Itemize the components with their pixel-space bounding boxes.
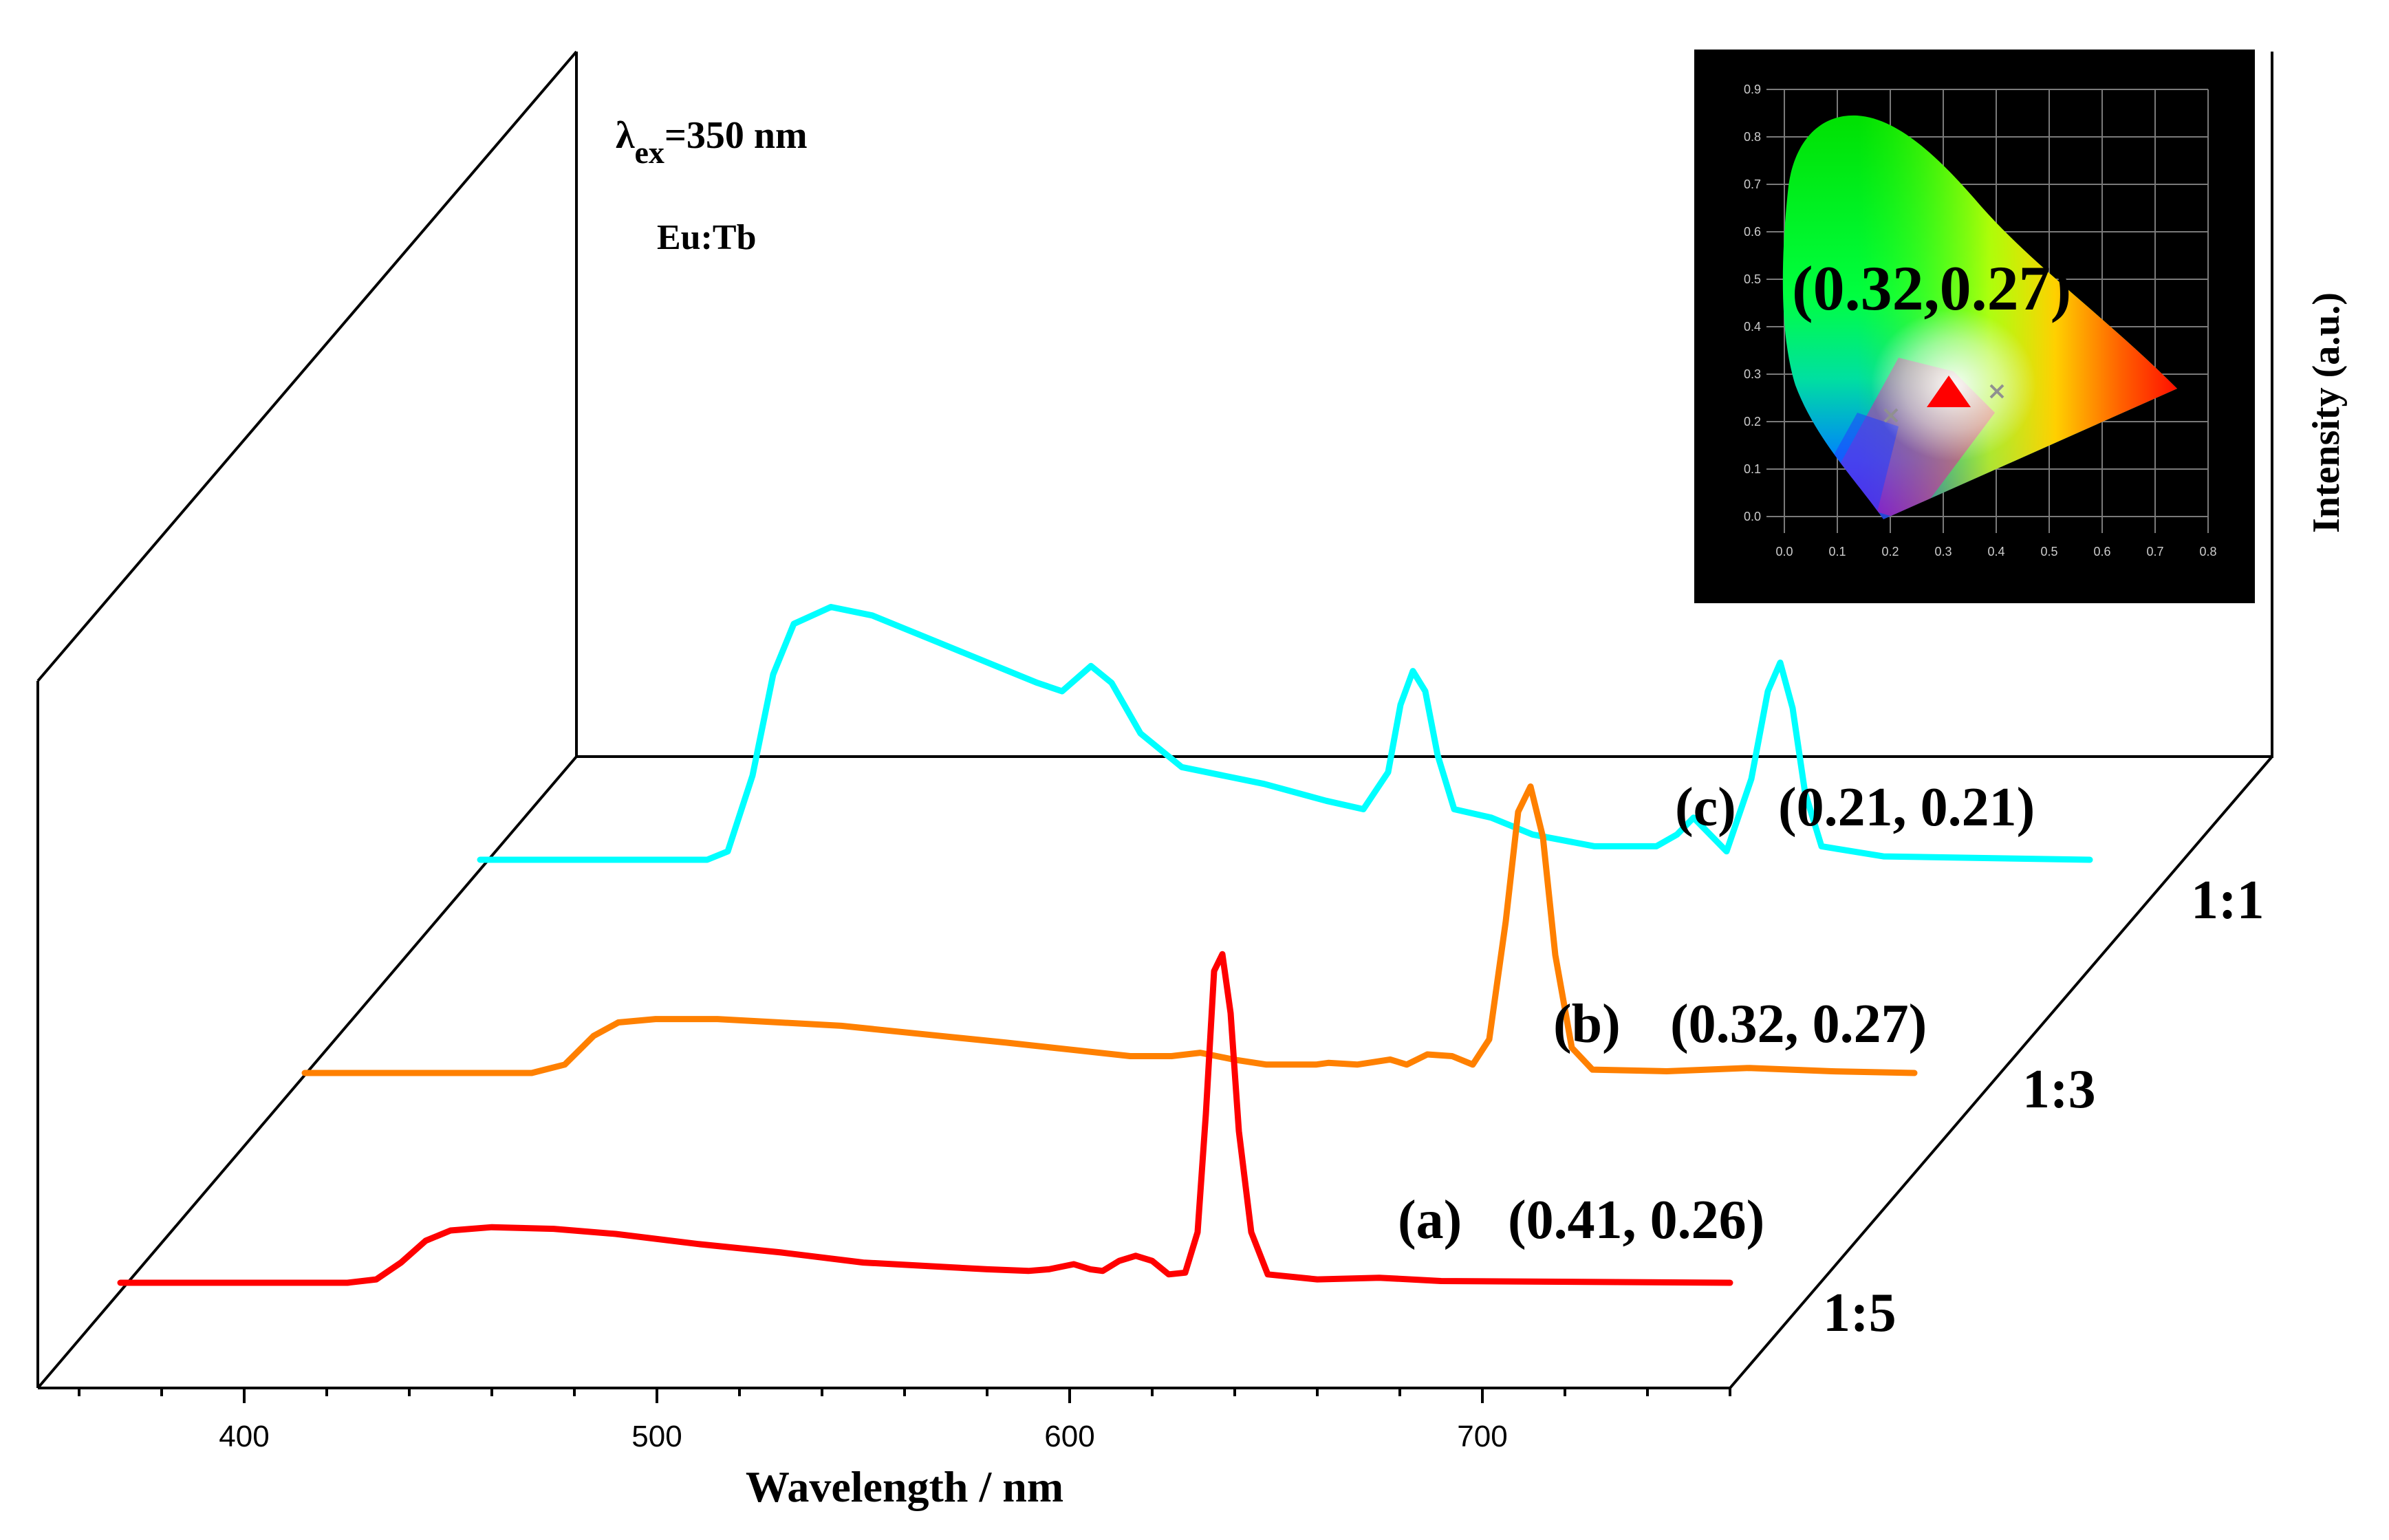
spectra-group	[117, 604, 2093, 1286]
cie-y-tick-label: 0.0	[1744, 510, 1761, 523]
excitation-value: =350 nm	[664, 114, 808, 157]
x-tick-label: 400	[219, 1420, 269, 1453]
x-axis-ticks: 400 500 600 700	[78, 1388, 1731, 1453]
cie-marked-point	[1927, 376, 1971, 407]
cie-x-tick-label: 0.5	[2040, 545, 2057, 558]
cie-point-label: (0.32,0.27)	[1792, 253, 2071, 323]
cie-x-tick-label: 0.2	[1881, 545, 1899, 558]
series-a-cie: (0.41, 0.26)	[1508, 1190, 1764, 1250]
excitation-lambda: λ	[616, 114, 635, 157]
spectrum-line-c	[477, 604, 2093, 863]
cie-y-tick-label: 0.3	[1744, 367, 1761, 381]
system-label: Eu:Tb	[657, 218, 757, 257]
cie-x-tick-label: 0.6	[2093, 545, 2110, 558]
excitation-label: λex=350 nm	[616, 114, 808, 170]
cie-y-tick-label: 0.5	[1744, 272, 1761, 286]
cie-x-tick-label: 0.4	[1987, 545, 2004, 558]
spectrum-line-a	[117, 951, 1733, 1286]
excitation-subscript: ex	[635, 135, 664, 170]
cie-y-tick-label: 0.2	[1744, 415, 1761, 429]
cie-y-tick-label: 0.7	[1744, 177, 1761, 191]
series-a-letter: (a)	[1398, 1190, 1462, 1250]
x-tick-label: 700	[1457, 1420, 1507, 1453]
cie-y-tick-label: 0.8	[1744, 130, 1761, 144]
ratio-label-1-5: 1:5	[1823, 1283, 1896, 1343]
cie-x-tick-label: 0.3	[1934, 545, 1952, 558]
spectrum-line-b	[301, 783, 1918, 1076]
cie-y-tick-label: 0.9	[1744, 83, 1761, 96]
cie-x-tick-label: 0.7	[2146, 545, 2163, 558]
cie-axis-ticks: 0.0 0.1 0.2 0.3 0.4 0.5 0.6 0.7 0.8 0.0 0.1 0.2 0.3 0…	[1744, 83, 2217, 558]
back-wall	[575, 52, 2273, 758]
cie-y-tick-label: 0.6	[1744, 225, 1761, 239]
cie-inset: (0.32,0.27) 0.0 0.1 0.2 0.3 0.4 0.5 0.6 0.7 0.80…	[1694, 50, 2255, 603]
series-c-letter: (c)	[1675, 777, 1736, 838]
ratio-label-1-1: 1:1	[2191, 870, 2264, 931]
series-b-letter: (b)	[1553, 994, 1621, 1054]
ratio-label-1-3: 1:3	[2022, 1059, 2096, 1120]
back-top-edge	[36, 50, 578, 682]
x-tick-label: 600	[1044, 1420, 1094, 1453]
cie-y-tick-label: 0.4	[1744, 320, 1761, 334]
cie-x-tick-label: 0.8	[2199, 545, 2216, 558]
floor-right-edge	[1729, 755, 2273, 1389]
x-axis-title: Wavelength / nm	[746, 1462, 1063, 1511]
cie-other-markers	[1883, 384, 2004, 423]
series-b-cie: (0.32, 0.27)	[1670, 994, 1927, 1054]
cie-x-tick-label: 0.1	[1828, 545, 1846, 558]
series-c-cie: (0.21, 0.21)	[1778, 777, 2035, 838]
y-axis-title: Intensity (a.u.)	[2305, 292, 2348, 533]
cie-y-tick-label: 0.1	[1744, 462, 1761, 476]
cie-x-tick-label: 0.0	[1775, 545, 1793, 558]
x-tick-label: 500	[631, 1420, 682, 1453]
